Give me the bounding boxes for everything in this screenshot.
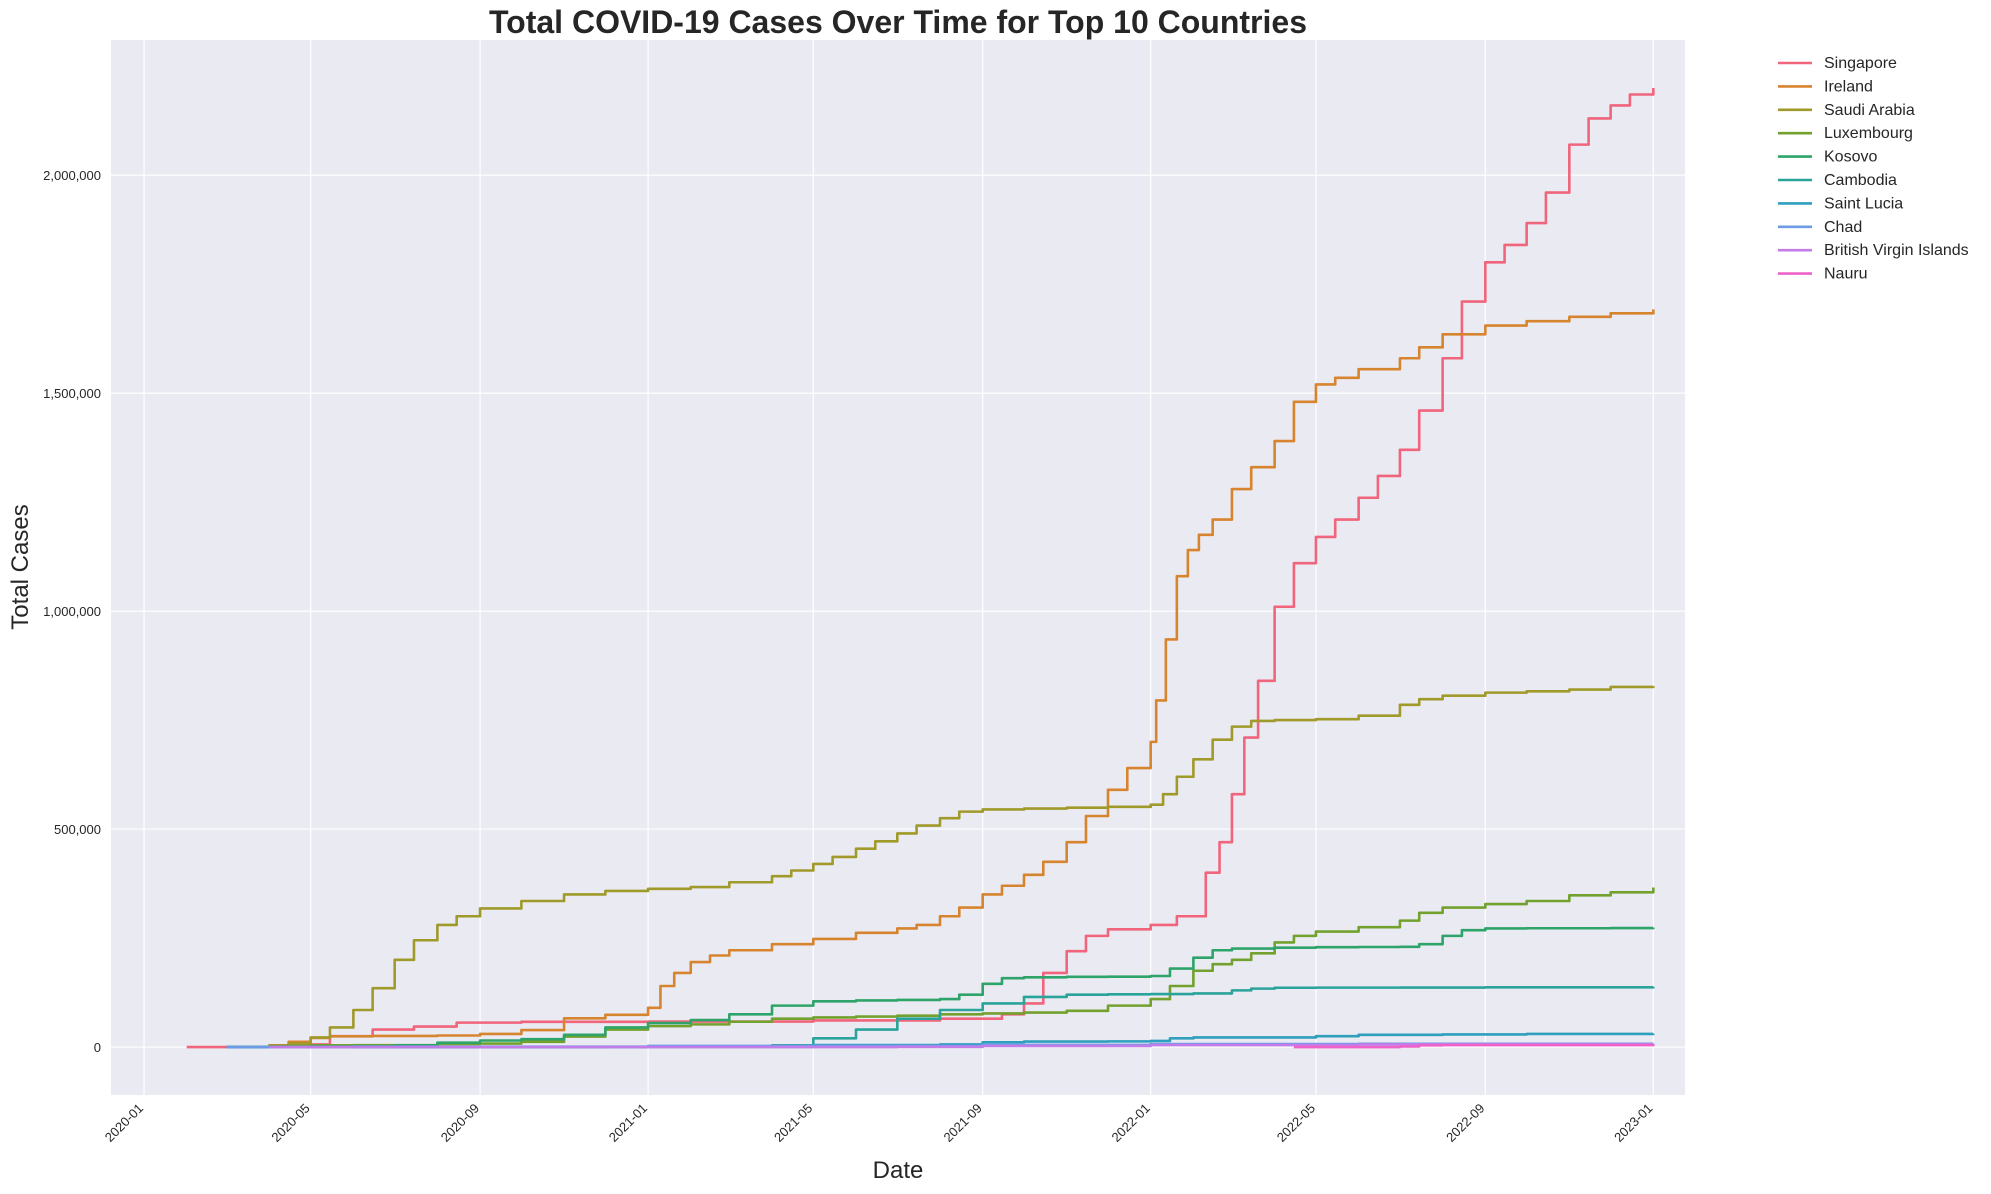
plot-area [111,40,1685,1095]
series-line-saudi-arabia [226,685,1655,1049]
legend-label-saudi-arabia: Saudi Arabia [1824,102,1915,119]
series-line-luxembourg [226,887,1655,1049]
y-axis-label: Total Cases [7,504,34,629]
x-axis-label: Date [873,1157,924,1184]
y-tick-label: 500,000 [54,822,101,837]
chart-title: Total COVID-19 Cases Over Time for Top 1… [489,4,1307,40]
y-axis-ticks: 0 500,000 1,000,000 1,500,000 2,000,000 [43,168,101,1055]
y-tick-label: 2,000,000 [43,168,101,183]
y-tick-label: 0 [94,1040,101,1055]
legend-label-ireland: Ireland [1824,78,1873,95]
series-line-nauru [1293,1043,1655,1049]
series-line-ireland [226,309,1655,1049]
legend-label-nauru: Nauru [1824,266,1868,283]
legend-label-cambodia: Cambodia [1824,172,1897,189]
legend-label-singapore: Singapore [1824,55,1897,72]
y-tick-label: 1,500,000 [43,386,101,401]
legend-label-saint-lucia: Saint Lucia [1824,195,1903,212]
legend-label-chad: Chad [1824,219,1862,236]
legend: Singapore Ireland Saudi Arabia Luxembourg Ko… [1778,55,1969,283]
legend-label-british-virgin-islands: British Virgin Islands [1824,242,1969,259]
legend-label-luxembourg: Luxembourg [1824,125,1913,142]
series-line-kosovo [226,926,1655,1049]
series-lines [186,87,1655,1049]
y-tick-label: 1,000,000 [43,604,101,619]
series-line-singapore [186,87,1655,1049]
legend-label-kosovo: Kosovo [1824,149,1877,166]
